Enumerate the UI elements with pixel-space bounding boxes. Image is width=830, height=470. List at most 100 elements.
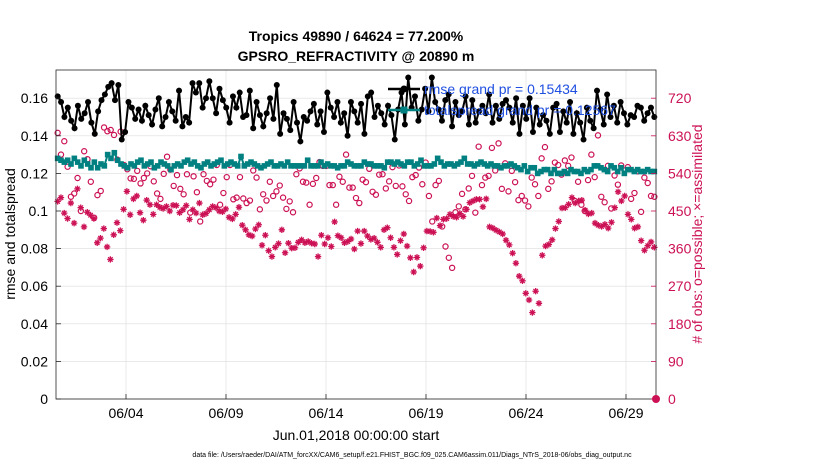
rmse-marker — [519, 102, 526, 109]
rmse-marker — [320, 129, 327, 136]
obs-assimilated-marker-glyph — [433, 214, 440, 222]
rmse-marker — [64, 104, 71, 111]
totalspread-marker — [428, 163, 434, 169]
rmse-marker — [226, 119, 233, 126]
y-right-tick-label: 720 — [668, 90, 692, 106]
obs-possible-marker — [631, 189, 638, 197]
obs-assimilated-marker — [486, 223, 493, 231]
obs-possible-marker — [545, 185, 552, 193]
obs-assimilated-marker-glyph — [344, 238, 351, 245]
obs-assimilated-marker — [77, 204, 84, 211]
obs-assimilated-marker — [311, 240, 318, 248]
obs-possible-marker — [306, 201, 313, 208]
y-right-tick-label: 360 — [668, 241, 692, 257]
rmse-marker — [452, 98, 459, 105]
obs-assimilated-marker — [367, 236, 375, 243]
rmse-marker — [509, 119, 516, 126]
obs-assimilated-marker — [265, 247, 272, 254]
totalspread-marker — [244, 161, 251, 167]
obs-assimilated-marker-glyph — [100, 225, 108, 232]
rmse-spread-series — [54, 74, 658, 177]
totalspread-marker — [94, 164, 101, 171]
obs-assimilated-marker-glyph — [575, 197, 582, 205]
totalspread-marker — [254, 163, 261, 169]
rmse-marker — [290, 98, 297, 105]
totalspread-marker — [381, 164, 388, 171]
obs-assimilated-marker — [219, 208, 226, 216]
obs-assimilated-marker-glyph — [558, 204, 566, 212]
totalspread-marker — [224, 161, 231, 167]
totalspread-marker — [401, 163, 408, 169]
obs-assimilated-marker — [400, 230, 408, 238]
obs-assimilated-marker — [354, 227, 361, 235]
obs-possible-marker — [127, 175, 134, 182]
obs-possible-marker — [104, 128, 111, 135]
rmse-marker — [354, 119, 361, 126]
obs-assimilated-marker-glyph — [637, 237, 645, 244]
totalspread-marker — [584, 168, 591, 175]
y-right-tick-label: 90 — [668, 353, 684, 369]
totalspread-marker — [478, 159, 484, 165]
obs-assimilated-marker-glyph — [324, 234, 332, 241]
obs-assimilated-marker — [202, 210, 210, 217]
totalspread-marker — [391, 161, 398, 167]
obs-assimilated-marker — [347, 235, 355, 243]
rmse-marker — [203, 95, 209, 102]
rmse-marker — [445, 91, 452, 98]
rmse-marker — [438, 117, 445, 124]
obs-assimilated-marker-glyph — [499, 230, 506, 238]
obs-possible-marker — [458, 190, 466, 198]
totalspread-marker — [168, 166, 174, 173]
obs-possible-marker — [472, 209, 479, 216]
totalspread-marker — [91, 159, 98, 165]
obs-assimilated-marker — [222, 205, 229, 213]
obs-assimilated-marker-glyph — [61, 209, 68, 217]
rmse-marker — [600, 121, 607, 128]
obs-assimilated-marker-glyph — [123, 188, 131, 195]
obs-possible-marker — [588, 151, 595, 158]
totalspread-marker — [148, 159, 154, 165]
obs-assimilated-marker — [568, 194, 576, 201]
obs-assimilated-marker-glyph — [568, 194, 576, 201]
obs-assimilated-marker-glyph — [341, 239, 348, 246]
rmse-marker — [304, 117, 311, 124]
obs-assimilated-marker — [57, 194, 65, 201]
obs-assimilated-marker — [440, 216, 447, 223]
rmse-marker — [465, 121, 472, 128]
totalspread-marker — [454, 161, 461, 167]
rmse-marker — [385, 102, 392, 109]
rmse-marker — [374, 102, 381, 109]
rmse-marker — [624, 121, 631, 128]
obs-possible-marker — [100, 124, 108, 131]
obs-assimilated-marker-glyph — [413, 254, 421, 261]
obs-possible-marker — [541, 143, 549, 151]
obs-possible-marker — [488, 144, 496, 152]
obs-assimilated-marker-glyph — [74, 185, 81, 193]
obs-assimilated-marker-glyph — [245, 231, 253, 239]
totalspread-marker — [534, 170, 541, 177]
obs-assimilated-marker-glyph — [539, 252, 546, 259]
rmse-marker — [415, 117, 422, 124]
rmse-marker — [344, 132, 351, 139]
totalspread-marker — [518, 166, 524, 173]
totalspread-marker — [81, 157, 88, 164]
obs-possible-marker — [97, 187, 104, 195]
rmse-marker — [85, 98, 92, 105]
totalspread-marker — [501, 163, 508, 169]
totalspread-marker — [374, 163, 381, 169]
obs-possible-marker — [432, 181, 439, 189]
totalspread-marker — [498, 164, 504, 171]
obs-possible-marker — [94, 191, 101, 199]
obs-possible-marker — [163, 153, 171, 160]
totalspread-marker — [144, 161, 151, 167]
rmse-marker — [526, 95, 533, 102]
obs-possible-marker — [644, 179, 651, 187]
totalspread-marker — [331, 163, 338, 169]
obs-assimilated-marker — [159, 205, 167, 212]
obs-possible-marker — [293, 171, 300, 178]
obs-assimilated-marker-glyph — [476, 196, 483, 203]
rmse-marker — [381, 121, 388, 128]
obs-assimilated-marker-glyph — [219, 208, 226, 216]
obs-possible-marker — [342, 151, 350, 158]
obs-assimilated-marker — [70, 219, 78, 227]
